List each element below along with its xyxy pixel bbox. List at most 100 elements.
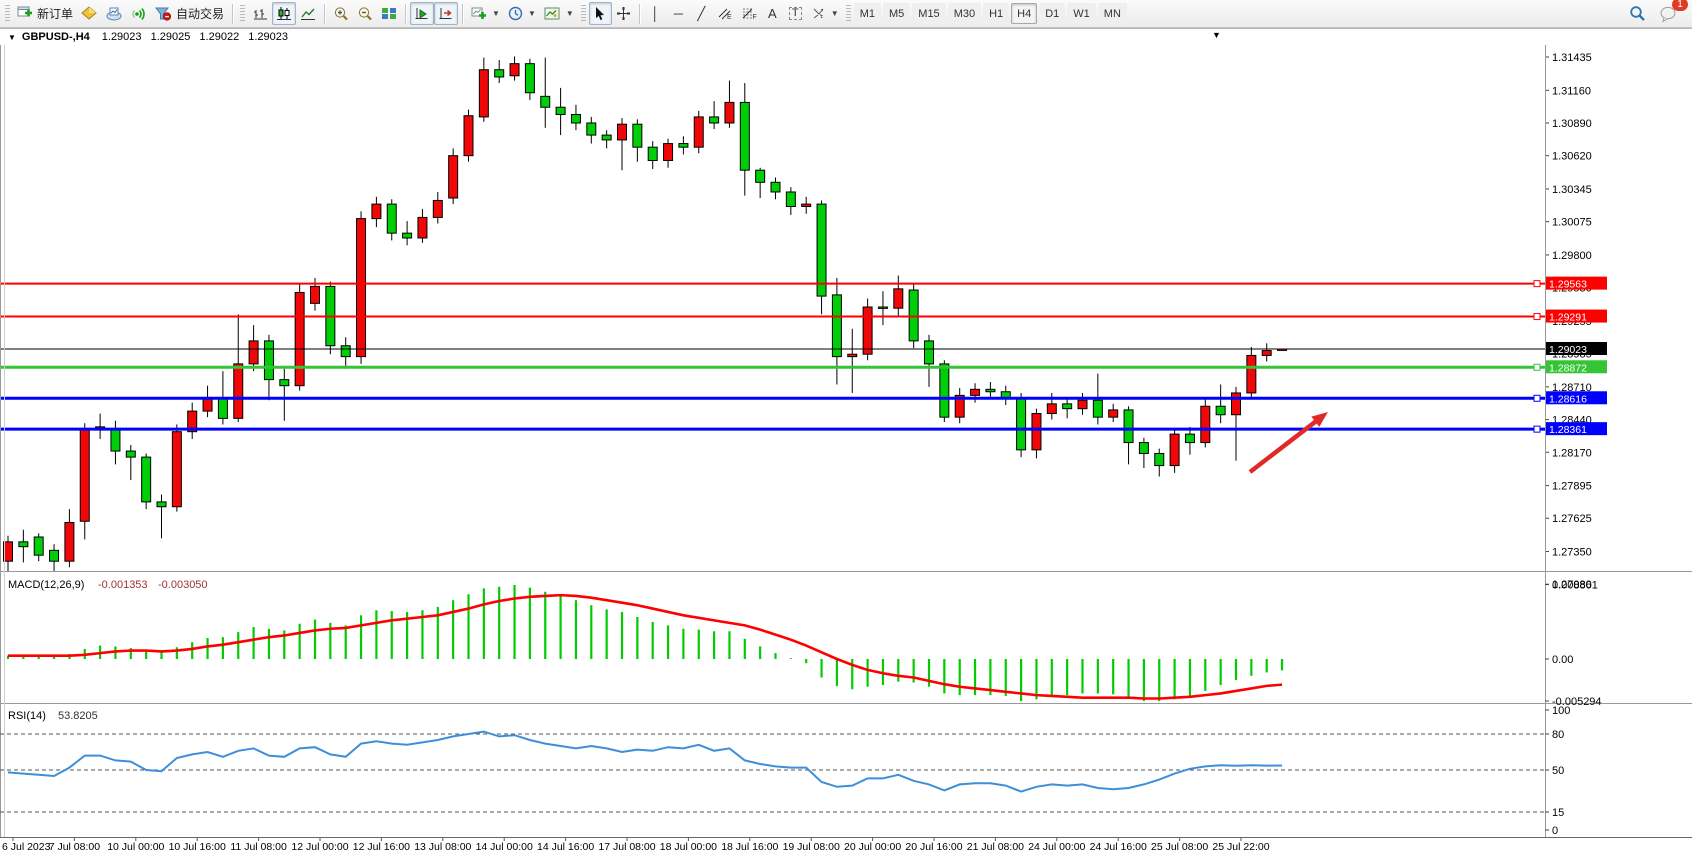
candle: [509, 56, 520, 81]
timeframe-H4[interactable]: H4: [1011, 3, 1038, 24]
timeframe-M1[interactable]: M1: [853, 3, 881, 24]
price-tag-label: 1.29023: [1549, 344, 1587, 356]
candle: [1138, 437, 1149, 469]
step-forward-button[interactable]: [434, 2, 459, 25]
candle-body-up: [64, 521, 75, 562]
vertical-line-button[interactable]: │: [644, 2, 667, 25]
periods-button[interactable]: ▼: [504, 2, 540, 25]
text-label-button[interactable]: T: [784, 2, 807, 25]
timeframe-M15[interactable]: M15: [912, 3, 946, 24]
macd-axis-label: 0.00: [1552, 654, 1573, 666]
horizontal-line-button[interactable]: ─: [667, 2, 690, 25]
hline-handle[interactable]: [1533, 313, 1541, 321]
crosshair-icon: [616, 7, 630, 20]
candle-body-down: [263, 340, 274, 381]
arrows-button[interactable]: ▼: [807, 2, 843, 25]
candle-body-up: [1246, 354, 1257, 394]
candle: [1031, 408, 1042, 459]
candle: [279, 368, 290, 421]
candle-body-up: [801, 203, 812, 208]
autotrade-button[interactable]: 自动交易: [151, 2, 228, 25]
crystal-button[interactable]: [77, 2, 102, 25]
template-icon: [544, 7, 560, 20]
svg-text:E: E: [727, 14, 732, 21]
svg-text:F: F: [752, 14, 756, 21]
candle: [3, 535, 13, 573]
toolbar-grip[interactable]: [5, 4, 10, 23]
autotrade-label: 自动交易: [176, 7, 225, 21]
candle: [248, 325, 259, 372]
time-axis-label: 10 Jul 16:00: [169, 841, 226, 853]
trendline-button[interactable]: ╱: [690, 2, 713, 25]
equidistant-channel-button[interactable]: E: [713, 2, 737, 25]
search-button[interactable]: [1625, 2, 1650, 25]
price-axis-label: 1.30345: [1552, 184, 1592, 196]
template-button[interactable]: ▼: [540, 2, 578, 25]
tool-separator: [462, 3, 464, 24]
annotation-arrow-shaft[interactable]: [1248, 417, 1320, 474]
strategy-test-button[interactable]: [410, 2, 435, 25]
crystal-icon: [81, 6, 97, 20]
candle: [555, 87, 566, 136]
cursor-button[interactable]: [588, 2, 612, 25]
zoom-in-icon: [334, 6, 348, 20]
hline-handle[interactable]: [1533, 425, 1541, 433]
candle: [141, 453, 152, 510]
price-tag-label: 1.28616: [1549, 393, 1587, 405]
zoom-out-button[interactable]: [353, 2, 377, 25]
fibonacci-button[interactable]: F: [737, 2, 761, 25]
text-button[interactable]: A: [761, 2, 784, 25]
timeframe-D1[interactable]: D1: [1039, 3, 1066, 24]
candle-body-up: [724, 101, 735, 124]
candle-body-up: [617, 123, 627, 141]
time-axis-label: 18 Jul 16:00: [721, 841, 778, 853]
new-order-button[interactable]: 新订单: [13, 2, 77, 25]
chart-publish-icon: [106, 7, 122, 21]
candlestick-chart-button[interactable]: [272, 2, 297, 25]
timeframe-M30[interactable]: M30: [947, 3, 982, 24]
toolbar-grip[interactable]: [845, 4, 851, 23]
signal-button[interactable]: [127, 2, 151, 25]
time-axis-label: 19 Jul 08:00: [783, 841, 840, 853]
timeframe-H1[interactable]: H1: [983, 3, 1010, 24]
hline-handle[interactable]: [1533, 280, 1541, 288]
chart-symbol-period: GBPUSD-,H4: [21, 31, 90, 43]
time-axis-label: 10 Jul 00:00: [107, 841, 164, 853]
bar-chart-button[interactable]: [248, 2, 272, 25]
timeframe-M5[interactable]: M5: [883, 3, 911, 24]
line-chart-button[interactable]: [296, 2, 320, 25]
zoom-in-button[interactable]: [329, 2, 353, 25]
candle-body-down: [1092, 399, 1103, 418]
time-axis-label: 17 Jul 08:00: [598, 841, 655, 853]
tile-windows-button[interactable]: [377, 2, 401, 25]
price-axis-label: 1.29800: [1552, 250, 1592, 262]
rsi-line: [7, 730, 1283, 793]
candle-body-down: [831, 294, 842, 358]
price-tag: [1546, 422, 1607, 436]
toolbar-grip[interactable]: [240, 4, 246, 23]
chart-shift-marker-icon[interactable]: ▼: [1212, 30, 1221, 40]
annotation-arrow-head[interactable]: [1311, 412, 1328, 427]
candle-body-up: [663, 143, 674, 162]
collapse-triangle-icon[interactable]: ▼: [8, 32, 16, 42]
candle: [617, 118, 627, 171]
crosshair-button[interactable]: [612, 2, 635, 25]
candle: [125, 445, 136, 481]
notifications-button[interactable]: 1: [1656, 0, 1688, 25]
macd-panel: MACD(12,26,9) -0.001353 -0.003050 0.008861 0…: [6, 579, 1602, 708]
toolbar-grip[interactable]: [580, 4, 586, 23]
hline-handle[interactable]: [1533, 394, 1541, 402]
candle-body-up: [1169, 433, 1180, 467]
strategy-test-icon: [415, 8, 428, 19]
publish-chart-button[interactable]: [102, 2, 127, 25]
timeframe-MN[interactable]: MN: [1097, 3, 1127, 24]
rsi-axis-label: 50: [1552, 765, 1564, 777]
price-tag-label: 1.29563: [1549, 279, 1587, 291]
timeframe-W1[interactable]: W1: [1067, 3, 1096, 24]
ohlc-open: 1.29023: [101, 31, 142, 43]
candle: [294, 282, 305, 391]
hline-handle[interactable]: [1533, 363, 1541, 371]
ohlc-readout: 1.29023 1.29025 1.29022 1.29023: [96, 31, 288, 43]
candle: [478, 57, 489, 122]
indicators-add-button[interactable]: ▼: [467, 2, 504, 25]
